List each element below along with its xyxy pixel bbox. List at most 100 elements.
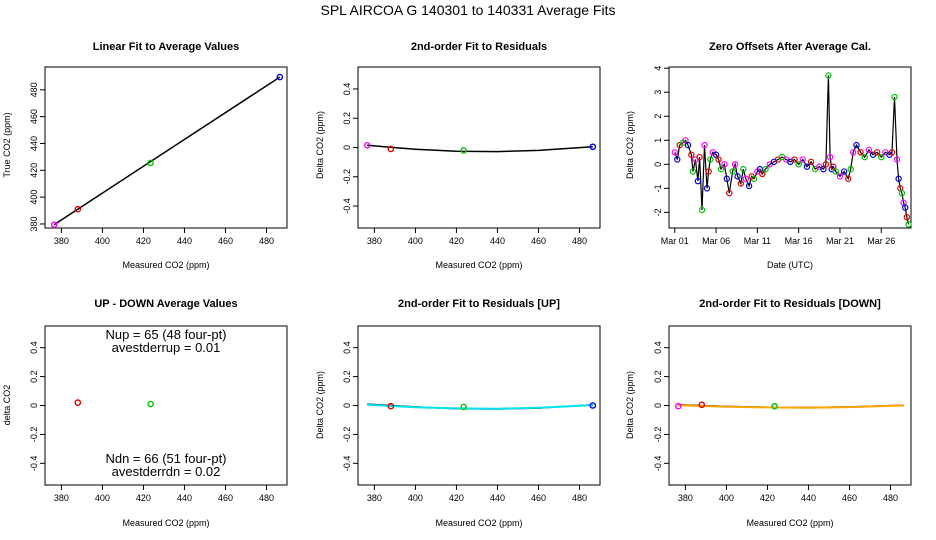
y-tick-label: -0.2 <box>29 427 39 443</box>
y-tick-label: -0.4 <box>342 456 352 472</box>
offset-point <box>731 161 739 168</box>
offset-point <box>857 149 864 156</box>
panel-residuals-down: 2nd-order Fit to Residuals [DOWN] Measur… <box>625 298 912 528</box>
x-tick-label: 480 <box>572 493 587 503</box>
data-point <box>589 402 597 409</box>
offset-point <box>820 165 827 173</box>
x-tick-label: 380 <box>367 493 382 503</box>
data-point <box>363 142 371 149</box>
offset-point <box>803 163 811 170</box>
x-tick-label: 400 <box>719 493 734 503</box>
y-tick-label: 0 <box>653 403 663 408</box>
panel-title: 2nd-order Fit to Residuals [UP] <box>398 298 560 310</box>
y-axis-label: Delta CO2 (ppm) <box>315 111 325 179</box>
y-tick-label: 0.2 <box>653 370 663 383</box>
x-axis-label: Measured CO2 (ppm) <box>435 260 522 270</box>
offset-point <box>826 153 834 161</box>
offset-point <box>891 93 898 101</box>
offset-point <box>721 161 728 168</box>
offset-point <box>903 213 911 221</box>
offset-point <box>878 153 885 161</box>
offset-point <box>723 175 731 182</box>
offset-point <box>705 168 712 175</box>
y-tick-label: 0 <box>29 403 39 408</box>
y-tick-label: 0.4 <box>653 341 663 354</box>
offset-point <box>807 158 815 166</box>
y-tick-label: 0.2 <box>342 370 352 383</box>
x-tick-label: 440 <box>801 493 816 503</box>
x-tick-label: Mar 21 <box>826 236 854 246</box>
x-tick-label: 420 <box>760 493 775 503</box>
offset-point <box>825 72 832 79</box>
offset-point <box>684 141 692 149</box>
panel-title: Zero Offsets After Average Cal. <box>709 41 871 53</box>
offset-point <box>674 156 681 163</box>
annotation-avestderrup: avestderrup = 0.01 <box>112 340 221 355</box>
main-title: SPL AIRCOA G 140301 to 140331 Average Fi… <box>321 2 616 18</box>
y-tick-label: -0.2 <box>342 169 352 185</box>
offset-point <box>740 165 747 173</box>
offset-point <box>799 156 807 163</box>
x-tick-label: 400 <box>95 493 110 503</box>
x-tick-label: 420 <box>136 493 151 503</box>
offset-point <box>737 180 745 187</box>
y-tick-label: -1 <box>653 184 663 192</box>
offset-point <box>759 170 766 178</box>
offset-point <box>671 149 678 156</box>
y-tick-label: -2 <box>653 208 663 216</box>
data-point <box>147 400 154 408</box>
y-tick-label: 2 <box>653 114 663 119</box>
offset-point <box>689 168 697 175</box>
plot-frame <box>44 66 288 229</box>
y-tick-label: 0.4 <box>342 341 352 354</box>
x-tick-label: 440 <box>490 493 505 503</box>
y-tick-label: -0.4 <box>29 456 39 472</box>
offset-point <box>888 149 896 156</box>
offset-point <box>712 151 720 158</box>
y-tick-label: 420 <box>29 163 39 178</box>
offset-point <box>750 175 758 182</box>
offset-point <box>742 175 750 182</box>
y-tick-label: 480 <box>29 82 39 97</box>
x-tick-label: Mar 26 <box>867 236 895 246</box>
offset-point <box>707 156 714 163</box>
x-tick-label: 440 <box>177 236 192 246</box>
offset-point <box>822 161 830 168</box>
data-point <box>771 402 778 410</box>
offset-point <box>902 204 909 211</box>
x-tick-label: 460 <box>531 493 546 503</box>
x-tick-label: 460 <box>842 493 857 503</box>
offset-point <box>898 189 906 197</box>
x-tick-label: 480 <box>572 236 587 246</box>
x-tick-label: 400 <box>95 236 110 246</box>
offset-point <box>895 175 902 182</box>
offset-point <box>840 168 848 175</box>
fit-curve <box>367 144 593 153</box>
fit-line <box>53 76 281 226</box>
data-point <box>74 399 82 406</box>
x-tick-label: 480 <box>259 493 274 503</box>
x-tick-label: 420 <box>449 493 464 503</box>
x-axis-label: Measured CO2 (ppm) <box>435 518 522 528</box>
y-tick-label: 0 <box>342 145 352 150</box>
y-axis-label: Delta CO2 (ppm) <box>625 371 635 439</box>
x-tick-label: Mar 01 <box>661 236 689 246</box>
y-axis-label: True CO2 (ppm) <box>2 112 12 177</box>
x-axis-label: Measured CO2 (ppm) <box>746 518 833 528</box>
y-tick-label: 0.4 <box>29 341 39 354</box>
offset-point <box>696 153 703 161</box>
offset-point <box>745 182 753 190</box>
offset-point <box>734 173 741 180</box>
offset-point <box>791 156 798 163</box>
data-point <box>387 402 395 410</box>
y-tick-label: -0.2 <box>653 427 663 443</box>
panel-residuals: 2nd-order Fit to Residuals Measured CO2 … <box>315 41 601 270</box>
offset-point <box>701 141 708 149</box>
x-tick-label: 440 <box>490 236 505 246</box>
offset-point <box>726 189 733 197</box>
offset-point <box>729 168 736 175</box>
offset-series-line <box>674 75 910 225</box>
y-tick-label: 1 <box>653 138 663 143</box>
fit-curve-alt <box>367 403 593 410</box>
